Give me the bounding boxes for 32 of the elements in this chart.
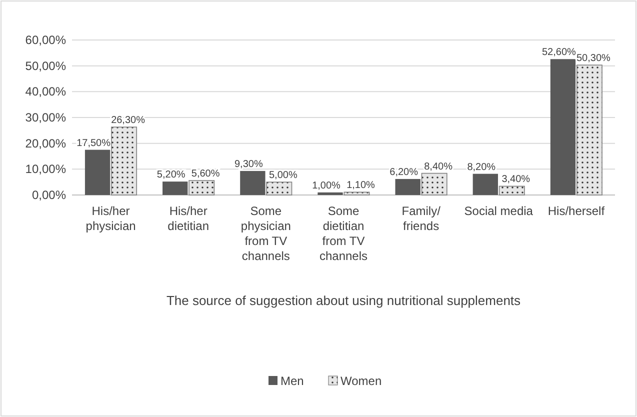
x-tick-label: His/her dietitian — [168, 204, 210, 233]
bar — [472, 174, 498, 195]
x-tick-label: Social media — [464, 204, 534, 218]
data-label: 8,40% — [424, 161, 453, 172]
x-tick-label: Family/ friends — [402, 204, 442, 233]
y-tick-label: 30,00% — [25, 110, 66, 124]
y-tick-label: 20,00% — [25, 136, 66, 150]
data-label: 5,00% — [268, 170, 298, 182]
y-tick-label: 10,00% — [25, 162, 66, 176]
data-label: 5,60% — [191, 168, 220, 180]
data-label: 8,20% — [467, 162, 496, 173]
data-label: 9,30% — [234, 158, 263, 170]
x-tick-label: Some dietitian from TV channels — [319, 204, 368, 263]
legend-label: Men — [280, 374, 304, 388]
data-label: 3,40% — [502, 174, 530, 186]
x-axis-title: The source of suggestion about using nutritional supplements — [166, 293, 522, 308]
data-label: 6,20% — [390, 166, 418, 178]
y-tick-label: 0,00% — [32, 188, 66, 202]
legend-label: Women — [340, 374, 382, 388]
y-tick-label: 40,00% — [25, 84, 66, 99]
data-label: 1,00% — [312, 180, 341, 192]
data-label: 17,50% — [76, 138, 111, 149]
data-label: 52,60% — [542, 47, 576, 58]
data-label: 50,30% — [576, 53, 611, 64]
x-tick-label: His/her physician — [86, 204, 136, 233]
data-label: 5,20% — [156, 170, 186, 181]
data-label: 26,30% — [111, 115, 146, 126]
y-tick-label: 50,00% — [25, 58, 66, 73]
x-tick-label: Some physician from TV channels — [240, 204, 291, 263]
y-tick-label: 60,00% — [25, 33, 66, 47]
data-label: 1,10% — [346, 180, 376, 192]
x-tick-label: His/herself — [548, 204, 606, 218]
